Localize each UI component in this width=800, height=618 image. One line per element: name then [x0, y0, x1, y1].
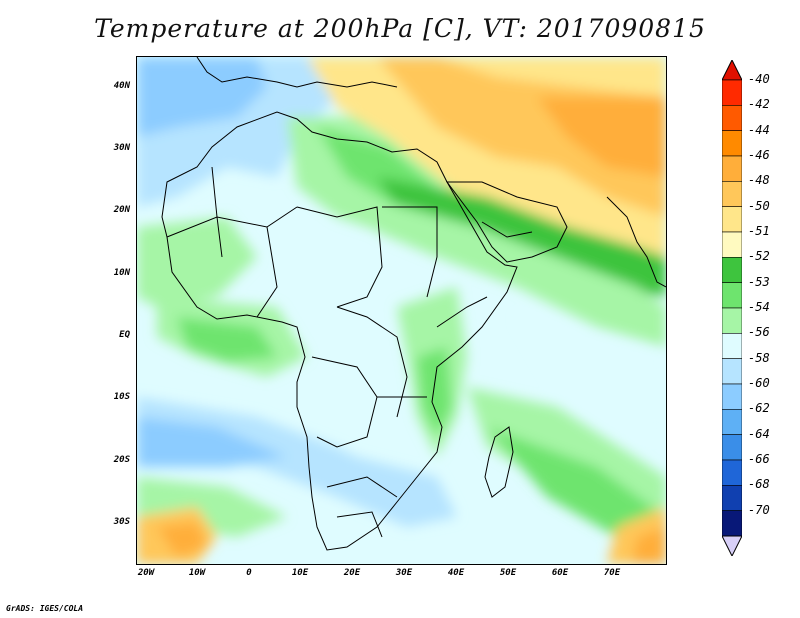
- colorbar-cell: [722, 130, 742, 157]
- colorbar-cell: [722, 181, 742, 207]
- credit-text: GrADS: IGES/COLA: [6, 604, 84, 613]
- colorbar-cell: [722, 510, 742, 537]
- colorbar-label: -51: [748, 224, 770, 238]
- colorbar-cell: [722, 307, 742, 334]
- lon-label-20w: 20W: [137, 568, 155, 578]
- colorbar-cell: [722, 434, 742, 461]
- colorbar-label: -66: [748, 452, 770, 466]
- lat-label-eq: EQ: [119, 330, 130, 340]
- colorbar-cell: [722, 105, 742, 131]
- colorbar-cell: [722, 333, 742, 359]
- colorbar-label: -60: [748, 376, 770, 390]
- colorbar-label: -52: [748, 249, 770, 264]
- lon-label-0: 0: [246, 568, 252, 578]
- map-plot-area: [136, 56, 667, 565]
- lat-label-10s: 10S: [113, 392, 130, 402]
- colorbar-cell: [722, 358, 742, 385]
- colorbar-cell: [722, 282, 742, 309]
- colorbar-cell: [722, 257, 742, 283]
- lon-label-10w: 10W: [188, 568, 206, 578]
- lat-label-40n: 40N: [113, 81, 130, 91]
- lat-label-30n: 30N: [113, 143, 130, 153]
- colorbar-label: -40: [748, 72, 770, 86]
- lon-label-60e: 60E: [551, 568, 569, 578]
- lon-label-70e: 70E: [603, 568, 621, 578]
- colorbar-label: -53: [748, 274, 770, 289]
- colorbar-bottom-arrow: [722, 535, 742, 556]
- colorbar-label: -56: [748, 325, 770, 340]
- colorbar: [722, 60, 742, 556]
- colorbar-cell: [722, 485, 742, 511]
- coastlines: [161, 57, 666, 551]
- lat-label-20n: 20N: [113, 205, 130, 215]
- colorbar-label: -64: [748, 426, 770, 441]
- colorbar-label: -50: [748, 198, 770, 213]
- colorbar-label: -70: [748, 502, 770, 517]
- colorbar-label: -62: [748, 401, 770, 416]
- lat-label-10n: 10N: [113, 268, 130, 278]
- colorbar-cell: [722, 383, 742, 410]
- temperature-field: [137, 57, 666, 564]
- colorbar-top-arrow: [722, 60, 742, 81]
- colorbar-cell: [722, 155, 742, 182]
- colorbar-cell: [722, 79, 742, 106]
- map-title: Temperature at 200hPa [C], VT: 201709081…: [94, 14, 706, 43]
- lon-label-20e: 20E: [343, 568, 361, 578]
- colorbar-label: -68: [748, 477, 770, 492]
- colorbar-cell: [722, 206, 742, 233]
- colorbar-label: -54: [748, 300, 770, 314]
- colorbar-label: -42: [748, 97, 770, 112]
- colorbar-cell: [722, 409, 742, 435]
- colorbar-label: -44: [748, 122, 770, 137]
- colorbar-label: -58: [748, 350, 770, 365]
- colorbar-cell: [722, 231, 742, 258]
- lon-label-10e: 10E: [291, 568, 309, 578]
- lat-label-20s: 20S: [113, 455, 130, 465]
- colorbar-label: -48: [748, 173, 770, 188]
- lon-label-50e: 50E: [499, 568, 517, 578]
- lat-label-30s: 30S: [113, 517, 130, 527]
- lon-label-30e: 30E: [395, 568, 413, 578]
- colorbar-cell: [722, 459, 742, 486]
- lon-label-40e: 40E: [447, 568, 465, 578]
- colorbar-label: -46: [748, 148, 770, 162]
